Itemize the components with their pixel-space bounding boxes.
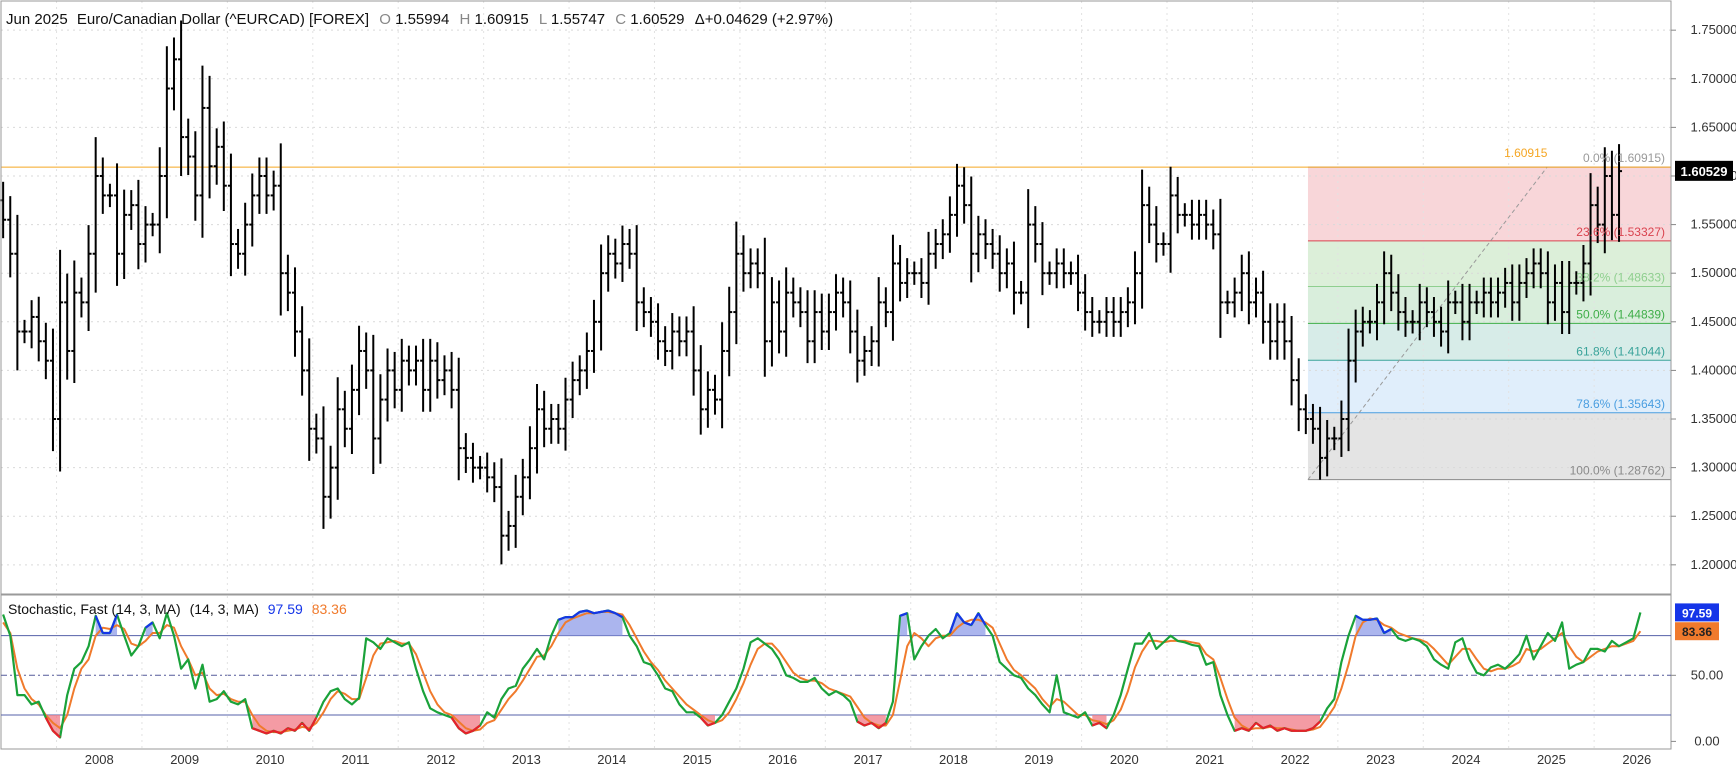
x-tick-label: 2024 xyxy=(1452,752,1481,767)
header-line: Jun 2025 Euro/Canadian Dollar (^EURCAD) … xyxy=(6,11,833,28)
x-tick-label: 2015 xyxy=(683,752,712,767)
price-tick-label: 1.75000 xyxy=(1691,22,1736,37)
stochastic-tick-label: 0.00 xyxy=(1694,733,1719,748)
stochastic-params: (14, 3, MA) xyxy=(190,601,259,617)
x-tick-label: 2026 xyxy=(1622,752,1651,767)
header-close-value: 1.60529 xyxy=(630,11,684,28)
header-high-value: 1.60915 xyxy=(474,11,528,28)
price-tick-label: 1.30000 xyxy=(1691,460,1736,475)
x-tick-label: 2023 xyxy=(1366,752,1395,767)
header-close-label: C xyxy=(615,11,626,28)
header-change: Δ+0.04629 (+2.97%) xyxy=(695,11,833,28)
header-low-label: L xyxy=(539,11,547,28)
stochastic-title: Stochastic, Fast (14, 3, MA) xyxy=(8,601,181,617)
price-tick-label: 1.40000 xyxy=(1691,362,1736,377)
d-value-tag-label: 83.36 xyxy=(1682,625,1712,639)
stochastic-d-value: 83.36 xyxy=(312,601,347,617)
price-tick-label: 1.50000 xyxy=(1691,265,1736,280)
x-tick-label: 2016 xyxy=(768,752,797,767)
price-tick-label: 1.25000 xyxy=(1691,508,1736,523)
stochastic-k-value: 97.59 xyxy=(268,601,303,617)
x-tick-label: 2025 xyxy=(1537,752,1566,767)
x-tick-label: 2022 xyxy=(1281,752,1310,767)
fib-level-label: 0.0% (1.60915) xyxy=(1583,151,1665,165)
x-tick-label: 2013 xyxy=(512,752,541,767)
k-value-tag-label: 97.59 xyxy=(1682,606,1712,620)
price-tick-label: 1.35000 xyxy=(1691,411,1736,426)
stochastic-k-extreme-segment xyxy=(1370,618,1377,619)
x-tick-label: 2021 xyxy=(1195,752,1224,767)
x-tick-label: 2020 xyxy=(1110,752,1139,767)
stochastic-k-extreme-segment xyxy=(601,611,608,612)
x-tick-label: 2019 xyxy=(1024,752,1053,767)
price-tick-label: 1.65000 xyxy=(1691,119,1736,134)
stochastic-k-extreme-segment xyxy=(594,612,601,613)
stochastic-tick-label: 50.00 xyxy=(1691,667,1724,682)
x-tick-label: 2014 xyxy=(597,752,626,767)
header-open-value: 1.55994 xyxy=(395,11,449,28)
header-high-label: H xyxy=(459,11,470,28)
high-price-label: 1.60915 xyxy=(1504,146,1548,160)
price-tick-label: 1.45000 xyxy=(1691,314,1736,329)
x-tick-label: 2018 xyxy=(939,752,968,767)
price-tick-label: 1.70000 xyxy=(1691,71,1736,86)
stochastic-k-extreme-segment xyxy=(580,611,587,612)
x-tick-label: 2008 xyxy=(85,752,114,767)
header-open-label: O xyxy=(379,11,391,28)
x-tick-label: 2009 xyxy=(170,752,199,767)
stochastic-header: Stochastic, Fast (14, 3, MA) (14, 3, MA)… xyxy=(8,601,347,617)
price-tick-label: 1.55000 xyxy=(1691,217,1736,232)
fib-level-label: 61.8% (1.41044) xyxy=(1576,344,1665,358)
price-tick-label: 1.20000 xyxy=(1691,557,1736,572)
fib-level-label: 50.0% (1.44839) xyxy=(1576,307,1665,321)
x-tick-label: 2017 xyxy=(854,752,883,767)
header-period: Jun 2025 xyxy=(6,11,68,28)
fib-level-label: 38.2% (1.48633) xyxy=(1576,270,1665,284)
x-tick-label: 2010 xyxy=(256,752,285,767)
x-tick-label: 2012 xyxy=(426,752,455,767)
fib-level-label: 78.6% (1.35643) xyxy=(1576,397,1665,411)
fib-level-label: 100.0% (1.28762) xyxy=(1570,464,1665,478)
header-low-value: 1.55747 xyxy=(551,11,605,28)
fib-level-label: 23.6% (1.53327) xyxy=(1576,225,1665,239)
header-instrument: Euro/Canadian Dollar (^EURCAD) [FOREX] xyxy=(77,11,369,28)
x-tick-label: 2011 xyxy=(342,752,370,767)
last-close-tag-label: 1.60529 xyxy=(1681,164,1728,179)
